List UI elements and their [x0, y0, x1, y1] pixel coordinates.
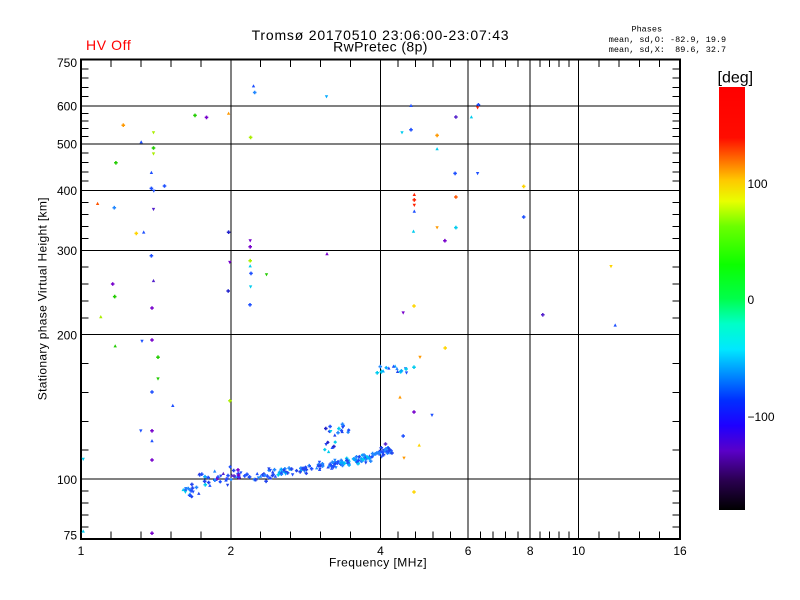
- svg-text:300: 300: [57, 244, 77, 258]
- svg-text:Tromsø 20170510 23:06:00-23:07: Tromsø 20170510 23:06:00-23:07:43: [252, 27, 510, 43]
- svg-text:100: 100: [57, 473, 77, 487]
- svg-text:Frequency [MHz]: Frequency [MHz]: [329, 556, 427, 570]
- svg-text:75: 75: [64, 528, 78, 542]
- svg-text:Stationary phase Virtual Heigh: Stationary phase Virtual Height [km]: [36, 197, 50, 400]
- svg-text:750: 750: [57, 56, 77, 70]
- svg-text:200: 200: [57, 328, 77, 342]
- svg-text:100: 100: [748, 177, 768, 191]
- svg-text:2: 2: [227, 544, 234, 558]
- svg-text:4: 4: [377, 544, 384, 558]
- svg-text:Phases: Phases: [631, 25, 662, 35]
- svg-text:8: 8: [527, 544, 534, 558]
- svg-text:RwPretec (8p): RwPretec (8p): [333, 39, 428, 55]
- svg-text:6: 6: [465, 544, 472, 558]
- svg-text:mean, sd,O: -82.9, 19.9: mean, sd,O: -82.9, 19.9: [609, 35, 726, 45]
- svg-text:1: 1: [78, 544, 85, 558]
- svg-text:500: 500: [57, 137, 77, 151]
- svg-text:0: 0: [748, 293, 755, 307]
- svg-text:16: 16: [673, 544, 687, 558]
- svg-text:600: 600: [57, 99, 77, 113]
- svg-text:[deg]: [deg]: [718, 70, 754, 87]
- svg-text:400: 400: [57, 184, 77, 198]
- svg-text:10: 10: [572, 544, 586, 558]
- svg-text:−100: −100: [748, 410, 775, 424]
- svg-text:mean, sd,X: 89.6, 32.7: mean, sd,X: 89.6, 32.7: [609, 45, 726, 55]
- svg-text:HV Off: HV Off: [86, 37, 131, 53]
